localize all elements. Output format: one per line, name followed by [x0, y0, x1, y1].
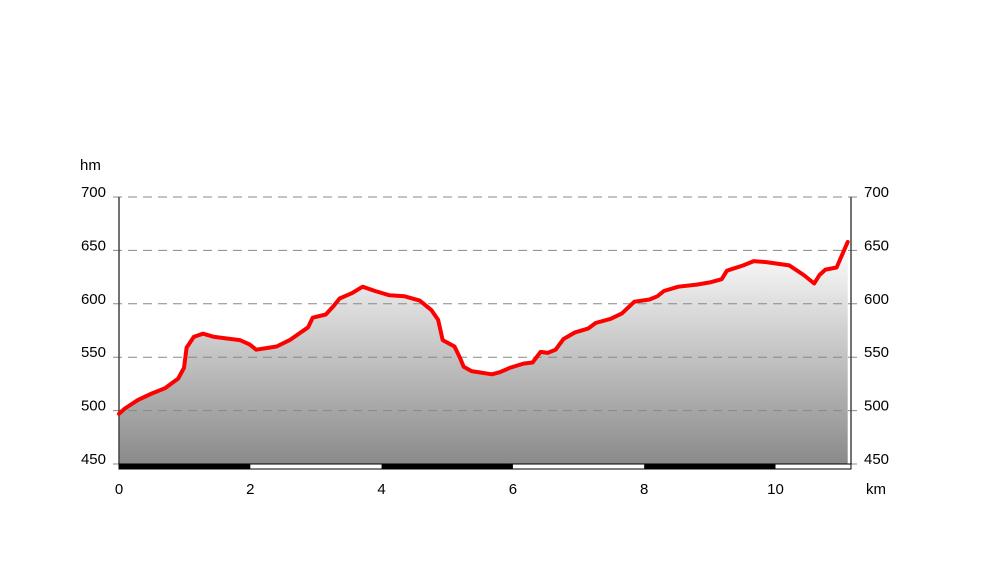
x-tick-label: 6	[509, 481, 517, 498]
x-tick-label: 0	[115, 481, 123, 498]
x-tick-label: 2	[246, 481, 254, 498]
y-tick-label: 600	[81, 291, 106, 308]
x-tick-label: 8	[640, 481, 648, 498]
scale-segment	[644, 464, 776, 469]
x-axis-label: km	[866, 481, 886, 498]
elevation-line	[117, 239, 850, 416]
x-tick-label: 4	[377, 481, 385, 498]
y-tick-label: 550	[81, 344, 106, 361]
y-tick-label-right: 600	[864, 291, 889, 308]
y-tick-label-right: 700	[864, 184, 889, 201]
y-tick-label: 700	[81, 184, 106, 201]
y-tick-label-right: 550	[864, 344, 889, 361]
elevation-area	[119, 241, 848, 464]
y-tick-label: 650	[81, 237, 106, 254]
y-tick-label-right: 650	[864, 237, 889, 254]
y-tick-label: 450	[81, 451, 106, 468]
x-tick-label: 10	[767, 481, 784, 498]
y-tick-label-right: 450	[864, 451, 889, 468]
y-tick-label: 500	[81, 398, 106, 415]
scale-segment	[119, 464, 251, 469]
y-tick-label-right: 500	[864, 398, 889, 415]
y-axis-label: hm	[80, 157, 101, 174]
scale-segment	[381, 464, 513, 469]
